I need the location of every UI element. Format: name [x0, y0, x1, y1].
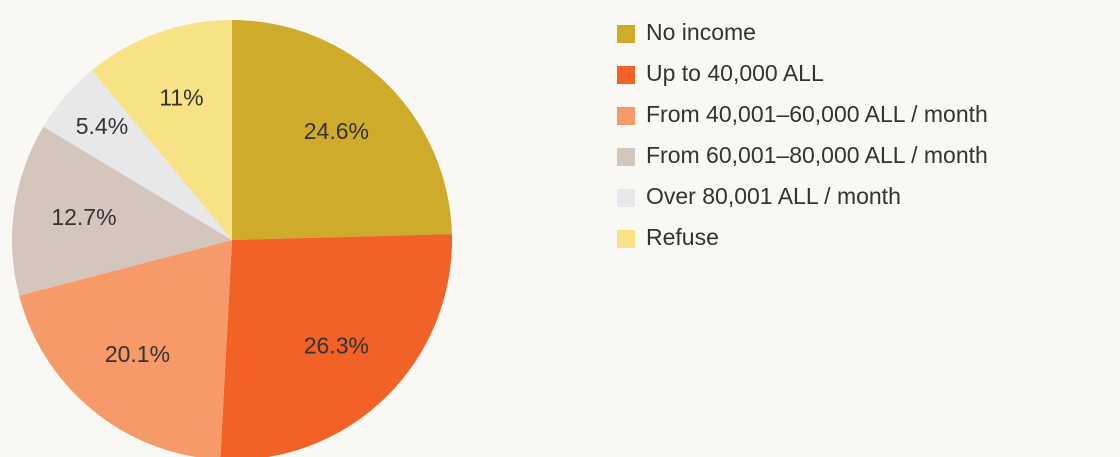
legend-swatch	[617, 148, 635, 166]
slice-label: 12.7%	[51, 204, 116, 230]
legend-label: From 60,001–80,000 ALL / month	[646, 142, 988, 168]
pie-slice	[11, 126, 233, 296]
legend-label: Refuse	[646, 224, 719, 250]
legend-swatch	[617, 25, 635, 43]
legend-swatch	[617, 66, 635, 84]
legend-swatch	[617, 230, 635, 248]
slice-label: 24.6%	[304, 118, 369, 144]
legend-swatch	[617, 189, 635, 207]
pie-slice	[43, 70, 233, 240]
slice-label: 20.1%	[105, 341, 170, 367]
slice-label: 26.3%	[304, 332, 369, 358]
legend-swatch	[617, 107, 635, 125]
legend-label: Over 80,001 ALL / month	[646, 183, 901, 209]
legend-label: From 40,001–60,000 ALL / month	[646, 101, 988, 127]
legend-label: No income	[646, 19, 756, 45]
slice-label: 5.4%	[76, 113, 128, 139]
pie-slice	[91, 20, 233, 240]
legend-label: Up to 40,000 ALL	[646, 60, 824, 86]
pie-slice	[232, 20, 452, 240]
pie-slice	[220, 234, 452, 457]
pie-slice	[19, 240, 232, 457]
slice-label: 11%	[159, 84, 203, 110]
